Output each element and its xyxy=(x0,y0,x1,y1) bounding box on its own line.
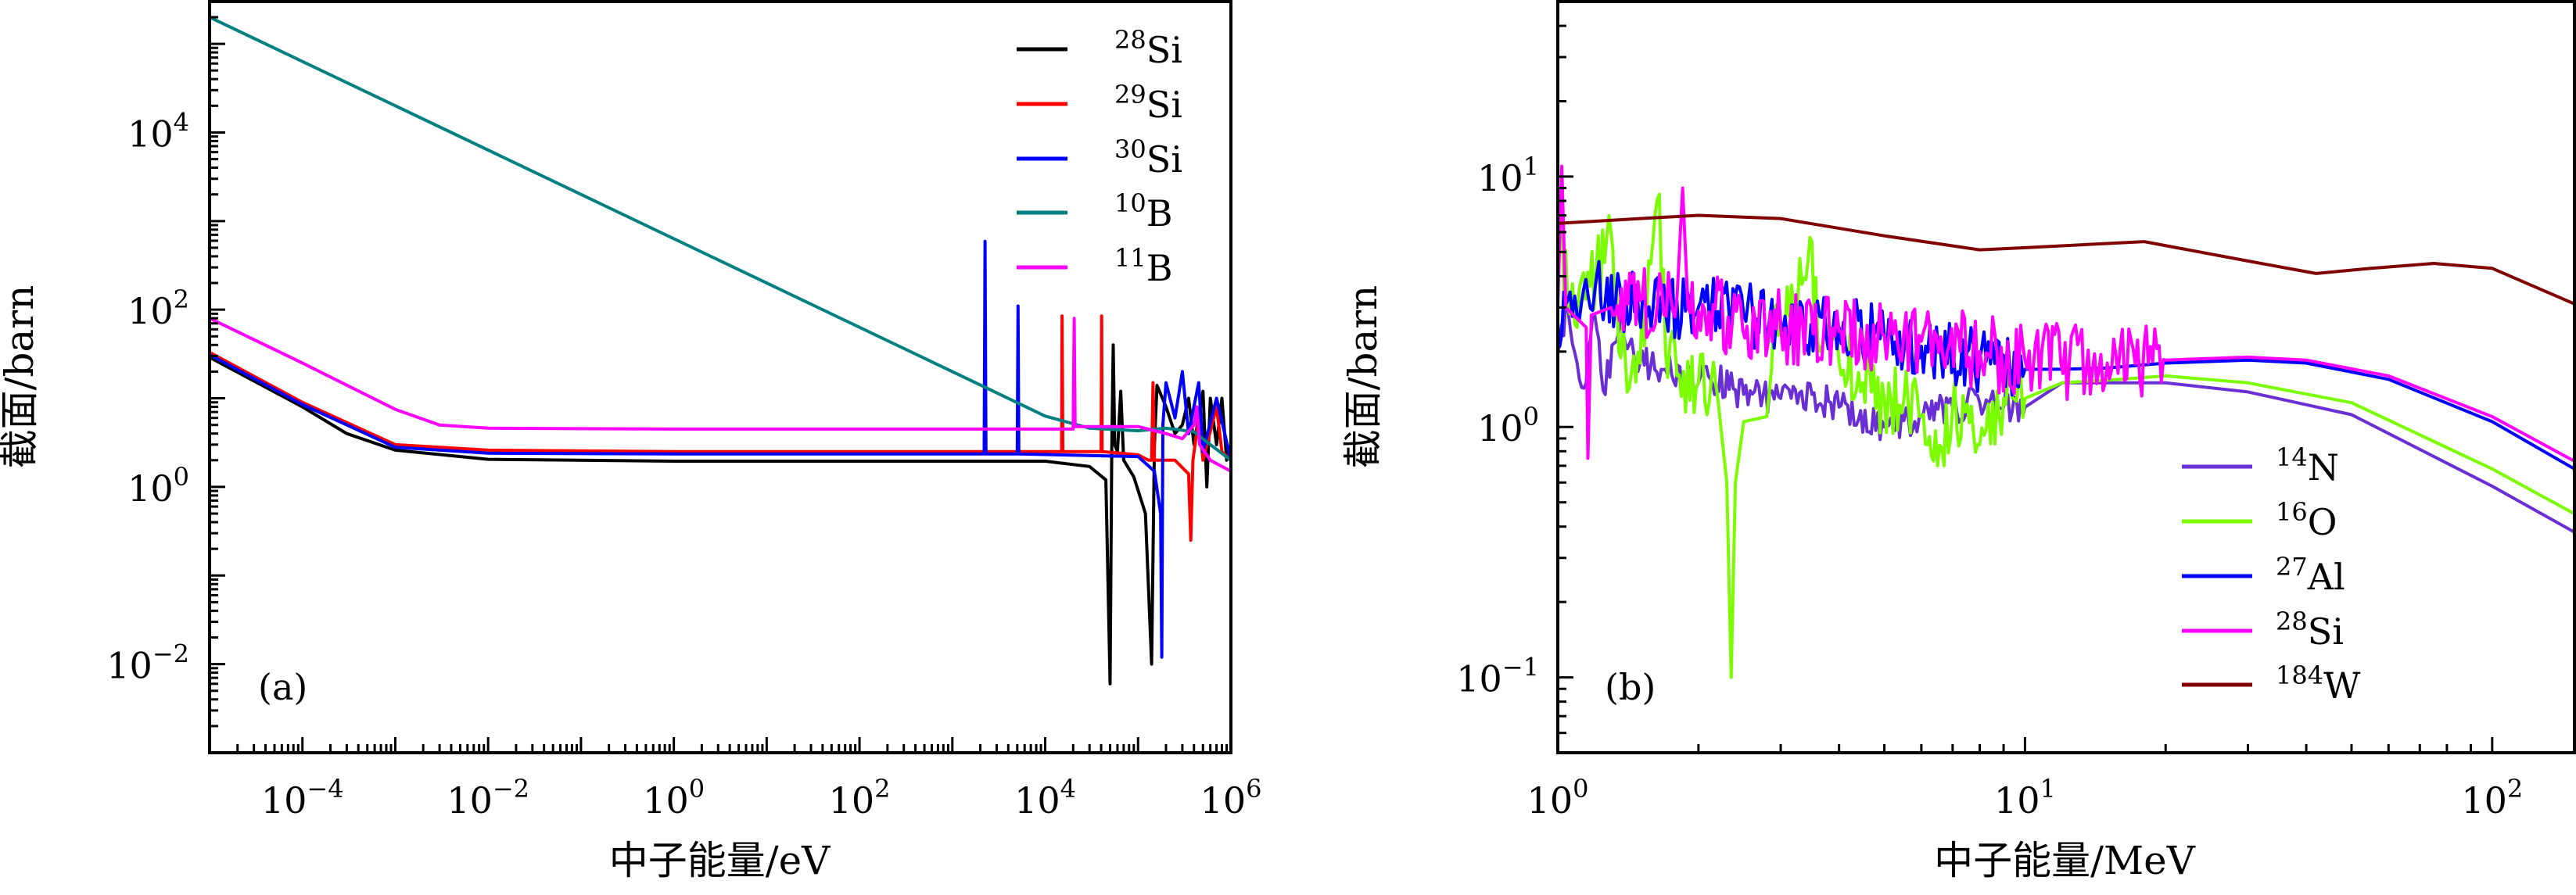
axes-frame xyxy=(208,0,1232,754)
legend-label: 29Si xyxy=(1114,80,1182,126)
legend-item: 28Si xyxy=(1017,25,1182,71)
legend-label: 14N xyxy=(2276,442,2339,489)
x-tick-label: 104 xyxy=(1014,774,1076,822)
legend-label: 27Al xyxy=(2276,552,2345,598)
x-axis-title: 中子能量/eV xyxy=(609,838,831,883)
y-tick-label: 100 xyxy=(127,462,189,510)
x-tick-label: 10−2 xyxy=(447,774,529,822)
legend-item: 11B xyxy=(1017,243,1173,289)
y-tick-label: 102 xyxy=(127,285,189,332)
legend: 28Si 29Si 30Si 10B 11B xyxy=(1017,25,1182,289)
legend-item: 30Si xyxy=(1017,134,1182,181)
legend-item: 184W xyxy=(2182,661,2361,707)
series-line-10B xyxy=(210,16,1231,462)
x-tick-label: 101 xyxy=(1994,774,2056,822)
panel-b-chart: 100 101 102 10−1 100 101 中子能量/MeV 截面/barn (b) 14N… xyxy=(1340,0,2576,883)
legend-label: 11B xyxy=(1114,243,1173,289)
legend-item: 27Al xyxy=(2182,552,2345,598)
plot-area xyxy=(210,16,1231,686)
y-tick-label: 10−2 xyxy=(106,639,189,687)
y-tick-label: 104 xyxy=(127,107,189,155)
panel-a-chart: 10−4 10−2 100 102 104 106 10−2 100 102 104 中子能量/eV… xyxy=(0,0,1262,883)
legend-item: 28Si xyxy=(2182,607,2344,653)
x-tick-label: 106 xyxy=(1200,774,1262,822)
y-tick-label: 10−1 xyxy=(1456,653,1539,700)
series-line-28Si xyxy=(1558,164,2574,463)
x-tick-label: 100 xyxy=(1527,774,1589,822)
legend-label: 16O xyxy=(2276,497,2337,543)
y-axis-title: 截面/barn xyxy=(0,285,42,469)
x-tick-label: 102 xyxy=(829,774,891,822)
legend-item: 16O xyxy=(2182,497,2337,543)
legend-item: 10B xyxy=(1017,188,1173,234)
x-axis-title: 中子能量/MeV xyxy=(1934,838,2196,883)
x-tick-label: 10−4 xyxy=(261,774,344,822)
series-line-28Si xyxy=(210,343,1231,686)
legend-label: 30Si xyxy=(1114,134,1182,181)
x-tick-label: 100 xyxy=(643,774,705,822)
series-line-184W xyxy=(1558,213,2574,306)
legend-label: 28Si xyxy=(2276,607,2344,653)
y-tick-label: 101 xyxy=(1477,152,1539,199)
legend-label: 184W xyxy=(2276,661,2361,707)
legend-item: 29Si xyxy=(1017,80,1182,126)
y-axis-title: 截面/barn xyxy=(1340,285,1386,469)
legend-label: 10B xyxy=(1114,188,1173,234)
series-line-30Si xyxy=(210,239,1231,659)
plot-area xyxy=(1558,164,2574,679)
panel-label: (b) xyxy=(1605,666,1656,708)
series-line-16O xyxy=(1558,192,2574,679)
series-line-11B xyxy=(210,317,1231,473)
legend: 14N 16O 27Al 28Si 184W xyxy=(2182,442,2361,707)
y-tick-label: 100 xyxy=(1477,402,1539,449)
legend-item: 14N xyxy=(2182,442,2339,489)
axes-frame xyxy=(1556,0,2576,754)
x-tick-label: 102 xyxy=(2461,774,2523,822)
panel-label: (a) xyxy=(258,666,307,708)
legend-label: 28Si xyxy=(1114,25,1182,71)
